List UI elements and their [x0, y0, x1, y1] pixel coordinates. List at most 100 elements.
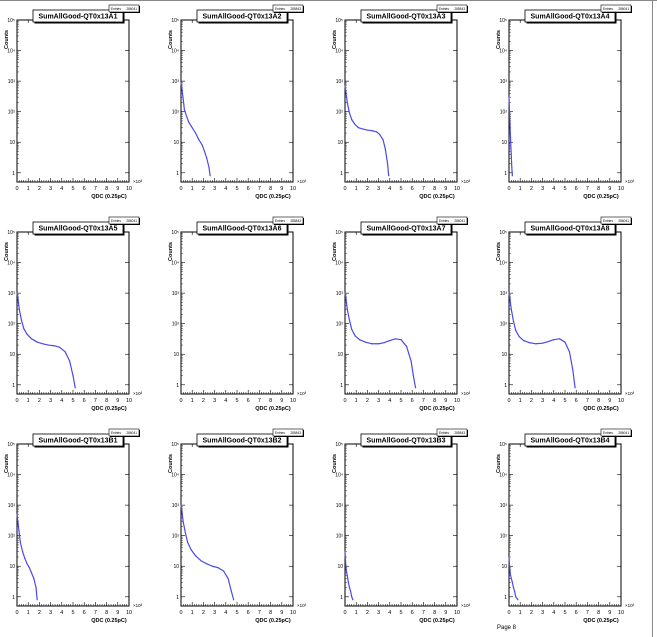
x-axis-label: QDC (0.25pC) [255, 194, 291, 200]
x-tick-label: 7 [586, 398, 589, 404]
histogram-point [351, 596, 353, 598]
stats-label: Entries [111, 7, 121, 11]
title-box [360, 9, 452, 23]
histogram-point [208, 166, 210, 169]
x-tick-label: 6 [575, 398, 578, 404]
x-tick-label: 7 [94, 610, 97, 616]
x-tick-label: 10 [618, 610, 624, 616]
histogram-point [511, 581, 513, 583]
histogram-point [542, 342, 544, 344]
stats-value: 286041 [126, 7, 137, 11]
x-tick-label: 4 [60, 186, 63, 192]
stats-label: Entries [439, 7, 449, 11]
x-tick-label: 0 [15, 610, 18, 616]
x-tick-label: 2 [38, 186, 41, 192]
y-tick-label: 10² [8, 322, 16, 328]
histogram-title: SumAllGood-QT0x13B1 [39, 438, 118, 445]
x-tick-label: 9 [116, 186, 119, 192]
histogram-point [515, 596, 517, 598]
page-right-border [652, 0, 653, 637]
x-tick-label: 2 [38, 610, 41, 616]
histogram-line [180, 505, 235, 600]
histogram-point [400, 339, 402, 341]
x-tick-label: 4 [552, 398, 555, 404]
x-tick-label: 1 [191, 186, 194, 192]
histogram-point [382, 139, 384, 141]
y-tick-label: 10⁴ [7, 261, 15, 267]
histogram-point [348, 587, 351, 589]
stats-label: Entries [275, 7, 285, 11]
histogram-line [508, 557, 519, 601]
histogram-point [182, 98, 184, 101]
histogram-point [35, 587, 37, 589]
stats-box [272, 428, 304, 437]
histogram-point [16, 513, 18, 515]
plot-frame [344, 19, 458, 183]
histogram-point [510, 308, 512, 310]
x-tick-label: 4 [60, 398, 63, 404]
histogram-point [410, 360, 412, 362]
x-tick-label: 9 [608, 186, 611, 192]
y-axis-label: Counts [332, 30, 338, 49]
histogram-point [350, 590, 352, 593]
histogram-point [558, 338, 561, 340]
histogram-point [72, 375, 74, 377]
x-tick-label: 0 [179, 398, 182, 404]
histogram-point [522, 339, 525, 342]
x-tick-label: 3 [49, 398, 52, 404]
histogram-point [36, 341, 38, 343]
y-tick-label: 1 [12, 595, 15, 601]
x-tick-label: 4 [224, 186, 227, 192]
title-box [32, 9, 124, 23]
histogram-title: SumAllGood-QT0x13A3 [367, 14, 446, 21]
x-multiplier-label: ×10³ [461, 603, 471, 608]
x-tick-label: 5 [399, 398, 402, 404]
histogram-point [510, 141, 512, 143]
x-tick-label: 7 [422, 186, 425, 192]
x-tick-label: 4 [388, 610, 391, 616]
histogram-point [345, 92, 347, 94]
stats-value: 286041 [618, 7, 629, 11]
histogram-point [18, 532, 20, 534]
x-tick-label: 4 [552, 610, 555, 616]
x-multiplier-label: ×10³ [297, 603, 307, 608]
title-box [524, 221, 616, 235]
histogram-point [206, 157, 208, 159]
y-tick-label: 10⁴ [335, 49, 343, 55]
histogram-point [198, 139, 200, 141]
x-tick-label: 8 [269, 398, 272, 404]
x-tick-label: 3 [377, 186, 380, 192]
histogram-point [345, 568, 347, 570]
histogram-line [508, 293, 576, 388]
histogram-point [344, 560, 347, 562]
x-axis-label: QDC (0.25pC) [583, 618, 619, 624]
histogram-line [16, 293, 76, 388]
histogram-point [187, 541, 189, 544]
y-tick-label: 10³ [500, 79, 508, 85]
histogram-point [26, 563, 28, 565]
stats-value: 285843 [290, 7, 301, 11]
y-tick-label: 10 [173, 564, 179, 570]
histogram-point [24, 557, 26, 560]
title-box [32, 221, 124, 235]
y-tick-label: 10 [337, 564, 343, 570]
histogram-point [184, 532, 187, 534]
x-axis-label: QDC (0.25pC) [583, 406, 619, 412]
y-tick-label: 10⁵ [499, 442, 507, 448]
x-tick-label: 10 [618, 186, 624, 192]
stats-value: 286041 [618, 219, 629, 223]
x-tick-label: 7 [258, 610, 261, 616]
x-tick-label: 5 [235, 186, 238, 192]
y-axis-label: Counts [168, 242, 174, 261]
histogram-point [371, 343, 373, 345]
histogram-point [203, 150, 206, 153]
x-tick-label: 10 [126, 398, 132, 404]
histogram-point [18, 308, 20, 310]
plot-frame [16, 231, 130, 395]
histogram-point [26, 333, 28, 335]
histogram-point [511, 166, 513, 169]
y-tick-label: 10³ [8, 291, 16, 297]
